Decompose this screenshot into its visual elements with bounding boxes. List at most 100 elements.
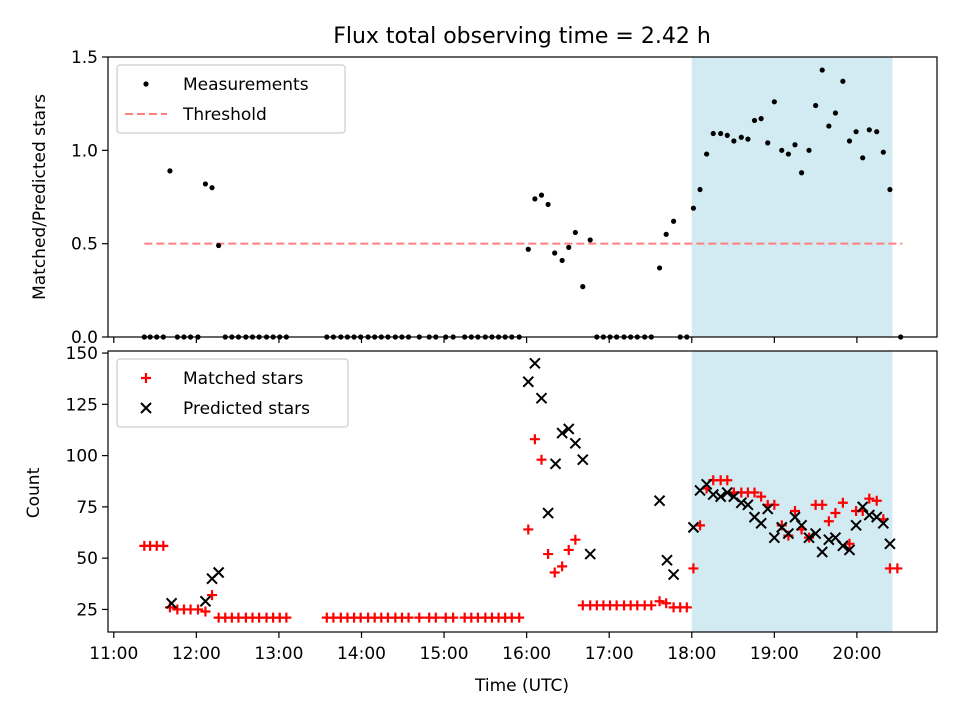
- y-tick-label: 125: [66, 395, 98, 415]
- matched-star-point: [722, 475, 733, 486]
- y-tick-label: 150: [66, 344, 98, 364]
- measurement-point: [840, 78, 846, 84]
- measurement-point: [765, 140, 771, 146]
- measurement-point: [209, 185, 215, 191]
- legend-label: Matched stars: [183, 369, 303, 389]
- predicted-star-point: [768, 531, 781, 544]
- measurement-point: [813, 102, 819, 109]
- matched-star-point: [557, 561, 568, 572]
- matched-star-point: [200, 606, 211, 617]
- measurement-point: [710, 130, 716, 137]
- matched-star-point: [448, 612, 459, 623]
- measurement-point: [771, 99, 777, 105]
- measurement-point: [826, 123, 832, 129]
- matched-star-point: [207, 590, 218, 601]
- bottom-y-axis-label: Count: [24, 467, 44, 518]
- predicted-star-point: [742, 499, 754, 511]
- x-tick-label: 16:00: [502, 644, 551, 664]
- bottom-panel: 25 50 75 100 125 150 11:00 12:00 13:00 14:00 15:00…: [66, 344, 938, 664]
- measurement-point: [874, 129, 880, 135]
- matched-star-point: [681, 602, 692, 613]
- matched-star-point: [661, 598, 672, 609]
- measurement-point: [580, 284, 586, 290]
- y-tick-label: 25: [76, 600, 98, 620]
- predicted-star-point: [542, 507, 554, 519]
- measurement-point: [792, 142, 798, 148]
- y-tick-label: 0.0: [71, 328, 98, 348]
- predicted-star-point: [212, 566, 225, 579]
- matched-star-point: [892, 563, 903, 574]
- predicted-star-point: [755, 517, 767, 529]
- measurement-point: [832, 110, 839, 116]
- matched-star-point: [688, 563, 699, 574]
- top-panel: 0.0 0.5 1.0 1.5 Measurements Threshold: [71, 48, 938, 348]
- matched-star-point: [549, 567, 560, 578]
- predicted-star-point: [549, 458, 562, 470]
- predicted-star-point: [789, 511, 801, 523]
- measurement-point: [866, 127, 872, 133]
- measurement-point: [704, 151, 710, 157]
- predicted-star-point: [816, 546, 828, 558]
- x-tick-label: 19:00: [750, 644, 799, 664]
- figure-title: Flux total observing time = 2.42 h: [333, 24, 711, 49]
- matched-star-point: [414, 612, 425, 623]
- measurement-point: [785, 151, 791, 157]
- predicted-star-point: [856, 501, 869, 513]
- matched-star-point: [430, 612, 441, 623]
- y-tick-label: 50: [76, 549, 98, 569]
- matched-star-point: [789, 505, 800, 516]
- measurement-point: [718, 130, 724, 137]
- measurement-point: [690, 205, 697, 211]
- predicted-star-point: [577, 454, 589, 466]
- measurement-point: [751, 117, 758, 124]
- legend-label: Threshold: [182, 105, 267, 125]
- matched-star-point: [529, 434, 540, 445]
- predicted-star-point: [569, 437, 582, 450]
- legend-matched-marker: [141, 373, 151, 383]
- matched-star-point: [536, 454, 547, 465]
- matched-star-point: [823, 516, 834, 527]
- predicted-star-point: [884, 538, 896, 550]
- measurement-point: [202, 181, 209, 187]
- matched-star-point: [871, 495, 882, 506]
- predicted-star-point: [535, 392, 548, 404]
- y-tick-label: 1.0: [71, 141, 98, 161]
- legend-box: [116, 358, 349, 428]
- matched-star-point: [646, 600, 657, 611]
- x-tick-label: 12:00: [172, 644, 221, 664]
- series-predicted-stars: [165, 357, 896, 609]
- predicted-star-point: [850, 519, 862, 532]
- legend-box: [116, 64, 346, 134]
- x-tick-label: 14:00: [337, 644, 386, 664]
- x-tick-label: 20:00: [832, 644, 881, 664]
- matched-star-point: [570, 534, 581, 545]
- measurement-point: [731, 138, 737, 144]
- predicted-star-point: [721, 486, 733, 499]
- measurement-point: [860, 155, 866, 161]
- predicted-star-point: [795, 519, 808, 532]
- predicted-star-point: [165, 597, 178, 609]
- matched-star-point: [817, 499, 828, 510]
- measurement-point: [880, 149, 886, 155]
- matched-star-point: [756, 491, 767, 502]
- legend-measurement-marker: [143, 81, 149, 87]
- matched-star-point: [403, 612, 414, 623]
- x-tick-label: 17:00: [585, 644, 634, 664]
- measurement-point: [216, 242, 222, 249]
- matched-star-point: [864, 493, 875, 504]
- y-tick-label: 100: [66, 447, 98, 467]
- matched-star-point: [830, 508, 841, 519]
- measurement-point: [532, 196, 538, 202]
- measurement-point: [697, 186, 703, 193]
- observing-window-highlight: [691, 351, 893, 632]
- matched-star-point: [514, 612, 525, 623]
- measurement-point: [819, 67, 825, 73]
- observing-window-highlight: [691, 57, 893, 337]
- y-tick-label: 1.5: [71, 48, 98, 68]
- legend: Measurements Threshold: [116, 64, 346, 134]
- predicted-star-point: [714, 490, 727, 503]
- x-tick-label: 15:00: [420, 644, 469, 664]
- matched-star-point: [543, 549, 554, 560]
- predicted-star-point: [877, 517, 890, 529]
